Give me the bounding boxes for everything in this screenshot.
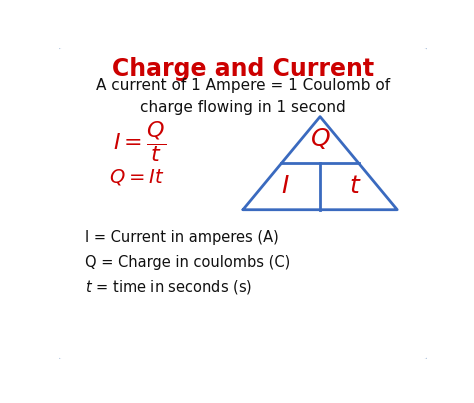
Text: A current of 1 Ampere = 1 Coulomb of
charge flowing in 1 second: A current of 1 Ampere = 1 Coulomb of cha… xyxy=(96,78,390,115)
Text: I = Current in amperes (A): I = Current in amperes (A) xyxy=(85,230,279,245)
Text: $Q = It$: $Q = It$ xyxy=(109,167,164,187)
FancyBboxPatch shape xyxy=(57,47,428,360)
Text: $I$: $I$ xyxy=(281,174,290,198)
Text: $I = \dfrac{Q}{t}$: $I = \dfrac{Q}{t}$ xyxy=(113,119,167,164)
Text: Q = Charge in coulombs (C): Q = Charge in coulombs (C) xyxy=(85,255,290,270)
Text: $Q$: $Q$ xyxy=(310,126,330,151)
Text: Charge and Current: Charge and Current xyxy=(112,56,374,81)
Text: $t$: $t$ xyxy=(349,174,361,198)
Text: $t$ = time in seconds (s): $t$ = time in seconds (s) xyxy=(85,278,252,296)
